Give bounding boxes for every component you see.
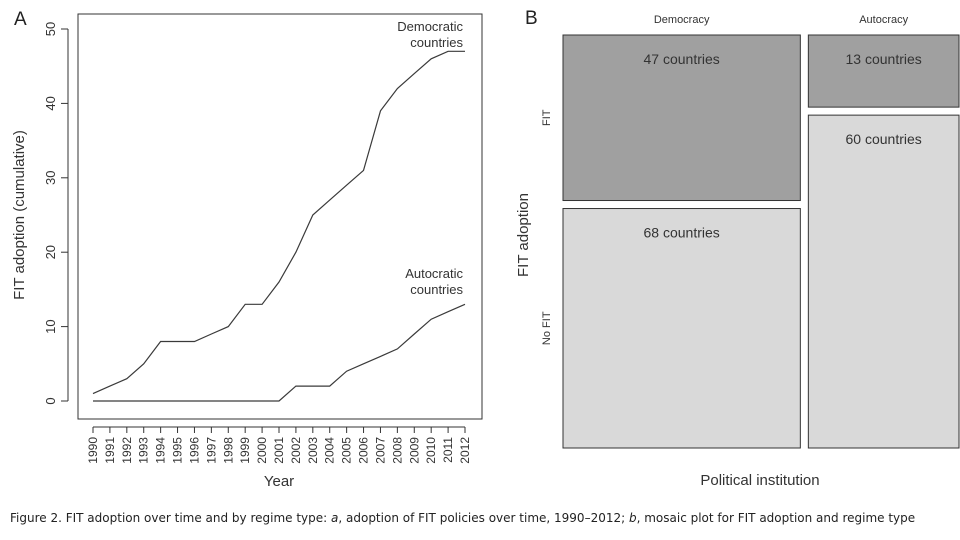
x-tick-label: 1995 [171, 437, 185, 464]
x-tick-label: 2008 [390, 437, 404, 464]
x-tick-label: 2009 [407, 437, 421, 464]
x-tick-label: 2003 [306, 437, 320, 464]
x-tick-label: 1997 [204, 437, 218, 464]
x-tick-label: 1993 [137, 437, 151, 464]
row-label-no-fit: No FIT [541, 311, 553, 345]
x-tick-label: 2002 [289, 437, 303, 464]
column-label-autocracy: Autocracy [859, 14, 908, 26]
x-tick-label: 1994 [154, 437, 168, 464]
series-label: countries [410, 282, 463, 297]
cell-label: 47 countries [644, 51, 720, 67]
x-tick-label: 1992 [120, 437, 134, 464]
figure-caption: Figure 2. FIT adoption over time and by … [10, 511, 955, 525]
x-tick-label: 1991 [103, 437, 117, 464]
cell-label: 68 countries [644, 225, 720, 241]
column-label-democracy: Democracy [654, 14, 710, 26]
x-tick-label: 1999 [238, 437, 252, 464]
x-tick-label: 2010 [424, 437, 438, 464]
x-tick-label: 2000 [255, 437, 269, 464]
mosaic-cell-democracy-no-fit [562, 208, 801, 449]
caption-prefix: Figure 2. FIT adoption over time and by … [10, 511, 332, 525]
panel-label-a: A [14, 9, 27, 30]
x-tick-label: 2001 [272, 437, 286, 464]
row-label-fit: FIT [541, 109, 553, 126]
y-tick-label: 50 [43, 22, 58, 36]
series-label: countries [410, 35, 463, 50]
caption-suffix: , mosaic plot for FIT adoption and regim… [636, 511, 916, 525]
x-tick-label: 2005 [340, 437, 354, 464]
cell-label: 60 countries [846, 131, 922, 147]
x-tick-label: 2007 [373, 437, 387, 464]
y-tick-label: 10 [43, 319, 58, 333]
series-line-autocratic [93, 303, 466, 402]
caption-middle: , adoption of FIT policies over time, 19… [338, 511, 629, 525]
mosaic-y-title: FIT adoption [515, 193, 532, 277]
mosaic-cell-democracy-fit [562, 34, 801, 202]
y-tick-label: 20 [43, 245, 58, 259]
y-tick-label: 30 [43, 171, 58, 185]
y-tick-label: 40 [43, 96, 58, 110]
mosaic-x-title: Political institution [700, 472, 819, 489]
x-axis-title: Year [264, 473, 294, 490]
mosaic-cell-autocracy-fit [807, 34, 960, 108]
panel-label-b: B [525, 8, 538, 29]
series-line-democratic [92, 50, 465, 395]
mosaic-cell-autocracy-no-fit [807, 114, 960, 449]
x-tick-label: 1990 [86, 437, 100, 464]
x-tick-label: 1996 [187, 437, 201, 464]
x-tick-label: 2006 [357, 437, 371, 464]
series-label: Autocratic [405, 266, 463, 281]
x-tick-label: 2012 [458, 437, 472, 464]
x-tick-label: 1998 [221, 437, 235, 464]
x-tick-label: 2011 [441, 437, 455, 463]
cell-label: 13 countries [846, 51, 922, 67]
y-axis-title: FIT adoption (cumulative) [11, 130, 28, 300]
series-label: Democratic [397, 19, 463, 34]
plot-frame [77, 13, 483, 420]
caption-a: a [331, 511, 339, 525]
caption-b: b [628, 511, 637, 525]
y-tick-label: 0 [43, 397, 58, 404]
x-tick-label: 2004 [323, 437, 337, 464]
